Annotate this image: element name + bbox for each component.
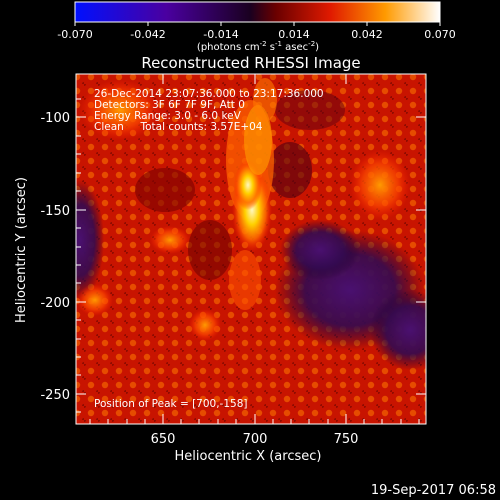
y-tick-label: -150 — [40, 204, 70, 219]
y-axis-label: Heliocentric Y (arcsec) — [14, 177, 29, 323]
colorbar-tick-label: 0.042 — [351, 28, 383, 41]
info-line-time: 26-Dec-2014 23:07:36.000 to 23:17:36.000 — [94, 88, 324, 100]
y-tick-label: -100 — [40, 111, 70, 126]
info-line-counts: Clean Total counts: 3.57E+04 — [94, 121, 263, 133]
x-axis-label: Heliocentric X (arcsec) — [175, 449, 322, 464]
info-line-detectors: Detectors: 3F 6F 7F 9F, Att 0 — [94, 99, 245, 111]
colorbar-strip — [74, 1, 441, 23]
colorbar-ticks — [74, 22, 441, 26]
plot-title: Reconstructed RHESSI Image — [141, 54, 360, 72]
peak-position-label: Position of Peak = [700,-158] — [94, 398, 248, 410]
footer-timestamp: 19-Sep-2017 06:58 — [371, 483, 496, 498]
colorbar-tick-label: -0.070 — [57, 28, 92, 41]
info-line-energy: Energy Range: 3.0 - 6.0 keV — [94, 110, 242, 122]
y-axis-ticks — [76, 98, 426, 413]
colorbar-tick-label: 0.070 — [424, 28, 456, 41]
x-tick-label: 650 — [151, 432, 176, 447]
colorbar-units: (photons cm-2 s-1 asec-2) — [197, 40, 319, 53]
colorbar: -0.070 -0.042 -0.014 0.014 0.042 0.070 (… — [57, 1, 456, 53]
plot-frame — [75, 73, 427, 425]
colorbar-tick-label: -0.042 — [130, 28, 165, 41]
x-tick-label: 700 — [243, 432, 268, 447]
x-tick-label: 750 — [334, 432, 359, 447]
x-axis-ticks — [89, 74, 420, 424]
y-tick-label: -250 — [40, 388, 70, 403]
colorbar-tick-label: 0.014 — [278, 28, 310, 41]
y-tick-label: -200 — [40, 296, 70, 311]
colorbar-tick-label: -0.014 — [203, 28, 238, 41]
